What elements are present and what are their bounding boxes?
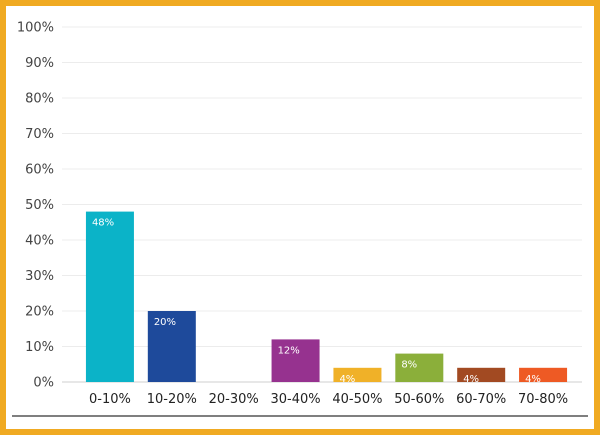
- x-tick-label: 30-40%: [270, 392, 320, 407]
- y-tick-label: 70%: [25, 127, 54, 142]
- y-tick-label: 60%: [25, 163, 54, 178]
- bar: [271, 339, 320, 382]
- bar: [147, 311, 196, 382]
- y-tick-label: 50%: [25, 198, 54, 213]
- y-tick-label: 20%: [25, 305, 54, 320]
- y-tick-label: 10%: [25, 340, 54, 355]
- x-tick-label: 0-10%: [89, 392, 131, 407]
- x-tick-label: 60-70%: [456, 392, 506, 407]
- bar: [457, 367, 506, 382]
- data-label: 4%: [463, 374, 479, 385]
- data-labels: 48% 20% 12% 4% 8% 4% 4%: [92, 218, 541, 385]
- y-tick-label: 40%: [25, 234, 54, 249]
- y-tick-label: 90%: [25, 56, 54, 71]
- data-label: 20%: [154, 317, 176, 328]
- y-tick-label: 30%: [25, 269, 54, 284]
- x-tick-label: 20-30%: [209, 392, 259, 407]
- bar: [519, 367, 568, 382]
- data-label: 4%: [339, 374, 355, 385]
- y-axis-ticks: 0% 10% 20% 30% 40% 50% 60% 70% 80% 90% 100%: [17, 21, 54, 391]
- gridlines: [62, 26, 582, 383]
- data-label: 8%: [401, 360, 417, 371]
- data-label: 12%: [278, 345, 300, 356]
- bars: [85, 211, 568, 382]
- bar: [395, 353, 444, 382]
- y-tick-label: 0%: [33, 376, 54, 391]
- y-tick-label: 80%: [25, 92, 54, 107]
- data-label: 4%: [525, 374, 541, 385]
- data-label: 48%: [92, 218, 114, 229]
- y-tick-label: 100%: [17, 21, 54, 36]
- bar: [85, 211, 134, 382]
- bar: [333, 367, 382, 382]
- x-tick-label: 40-50%: [332, 392, 382, 407]
- x-axis-ticks: 0-10% 10-20% 20-30% 30-40% 40-50% 50-60% 60-70…: [89, 392, 568, 407]
- x-tick-label: 70-80%: [518, 392, 568, 407]
- x-tick-label: 50-60%: [394, 392, 444, 407]
- x-tick-label: 10-20%: [147, 392, 197, 407]
